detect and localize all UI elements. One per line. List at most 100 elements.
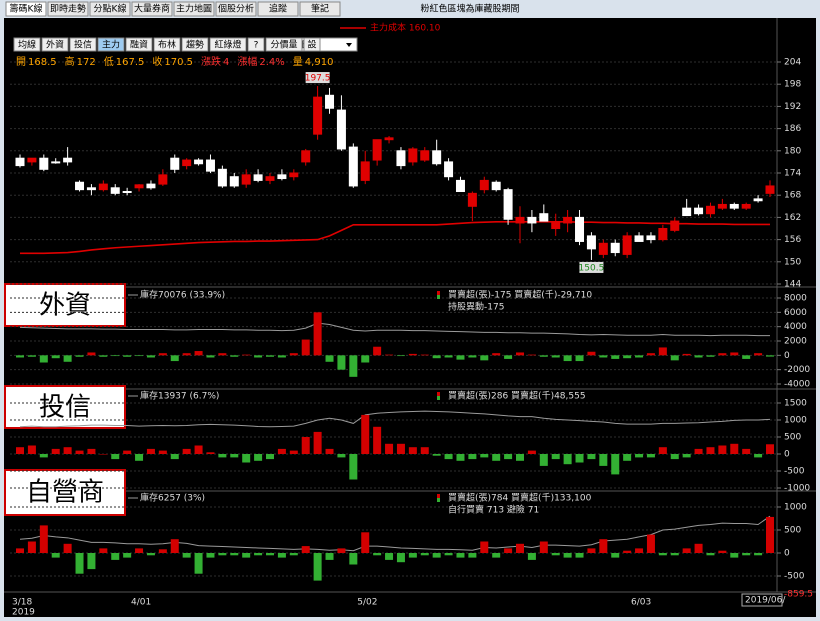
toolbar-button[interactable] — [181, 37, 209, 52]
panel-subtitle: 持股異動-175 — [448, 301, 504, 313]
quote-value: 172 — [76, 57, 96, 68]
candle-body — [622, 235, 632, 255]
toolbar-button[interactable] — [303, 37, 321, 52]
tab[interactable] — [5, 1, 47, 17]
bar — [766, 516, 774, 553]
bar — [361, 414, 370, 454]
y-tick-label: 192 — [784, 102, 801, 112]
bar — [539, 454, 548, 466]
bar — [27, 541, 36, 553]
candle-body — [313, 96, 323, 135]
y-tick-label: 144 — [784, 280, 801, 290]
quote-item: 量 4,910 — [293, 57, 338, 68]
candle-body — [479, 179, 489, 191]
tab-label: 大量券商 — [134, 3, 170, 15]
bar — [504, 454, 513, 460]
candle-body — [182, 159, 192, 167]
tab[interactable] — [173, 1, 215, 17]
bar — [75, 553, 84, 574]
bar — [194, 553, 203, 574]
toolbar-button[interactable] — [209, 37, 247, 52]
bar — [146, 448, 155, 454]
bar — [16, 447, 24, 454]
bar — [242, 454, 251, 463]
bar — [563, 454, 572, 465]
toolbar-button[interactable] — [13, 37, 41, 52]
candle-body — [670, 220, 680, 231]
y-tick-label: 186 — [784, 124, 801, 134]
bar — [230, 553, 239, 556]
toolbar-button[interactable] — [97, 37, 125, 52]
bar — [385, 553, 394, 560]
bar — [289, 353, 298, 356]
tab[interactable] — [257, 1, 299, 17]
candle-body — [491, 181, 501, 191]
bar — [706, 355, 715, 357]
bar — [682, 454, 691, 458]
bar — [337, 548, 346, 553]
bar — [742, 448, 751, 454]
candle-body — [277, 174, 287, 180]
bar — [289, 450, 298, 454]
page-title: 粉紅色區塊為庫藏股期間 — [420, 3, 519, 15]
bar — [325, 448, 334, 454]
bar — [242, 553, 251, 558]
bar — [599, 539, 608, 553]
panel-subtitle: 自行買賣 713 避險 71 — [448, 504, 539, 516]
candle-body — [301, 150, 311, 163]
toolbar-label: 投信 — [74, 39, 92, 51]
candle-body — [705, 205, 715, 215]
candle-body — [122, 191, 132, 193]
quote-value: 170.5 — [164, 57, 194, 68]
bar — [682, 548, 691, 553]
toolbar-button[interactable] — [265, 37, 303, 52]
candle-body — [325, 94, 335, 109]
bar — [158, 353, 167, 356]
candle-body — [598, 242, 608, 255]
bar — [87, 352, 96, 356]
bar — [266, 553, 274, 556]
tab[interactable] — [215, 1, 257, 17]
legend-label: 買賣超(張)784 買賣超(千)133,100 — [448, 492, 592, 504]
bar — [325, 553, 334, 560]
bar — [444, 454, 453, 460]
tab[interactable] — [299, 1, 341, 17]
candle-body — [229, 176, 239, 187]
quote-label: 漲幅 — [237, 57, 258, 68]
y-tick-label: 156 — [784, 235, 801, 245]
candle-body — [75, 181, 85, 191]
bar — [158, 450, 167, 454]
toolbar-button[interactable] — [41, 37, 69, 52]
y-tick-label: 4000 — [784, 322, 807, 332]
cursor-date-box — [741, 593, 783, 607]
toolbar-button[interactable] — [247, 37, 265, 52]
x-tick-label: 5/02 — [357, 598, 377, 608]
select-arrow — [346, 43, 352, 47]
candle-body — [86, 187, 96, 191]
candle-body — [396, 150, 406, 167]
bar — [682, 353, 691, 356]
y-tick-label: 6000 — [784, 308, 807, 318]
bar — [361, 355, 370, 363]
panel-label: 自營商 — [26, 478, 104, 508]
candle-body — [241, 174, 251, 185]
candle-body — [682, 207, 692, 217]
toolbar-button[interactable] — [69, 37, 97, 52]
tab[interactable] — [47, 1, 89, 17]
legend-swatch — [437, 494, 440, 498]
y-tick-label: 168 — [784, 191, 801, 201]
bar — [730, 553, 739, 558]
tab[interactable] — [89, 1, 131, 17]
y-tick-label: 198 — [784, 80, 801, 90]
legend-label: 買賣超(張)286 買賣超(千)48,555 — [448, 390, 586, 402]
toolbar-button[interactable] — [125, 37, 153, 52]
candle-body — [658, 228, 668, 241]
bar — [218, 454, 227, 458]
y-tick-label: -2000 — [784, 365, 810, 375]
bar — [146, 355, 155, 358]
bar — [563, 355, 572, 362]
tab[interactable] — [131, 1, 173, 17]
candle-body — [39, 157, 49, 170]
toolbar-button[interactable] — [153, 37, 181, 52]
